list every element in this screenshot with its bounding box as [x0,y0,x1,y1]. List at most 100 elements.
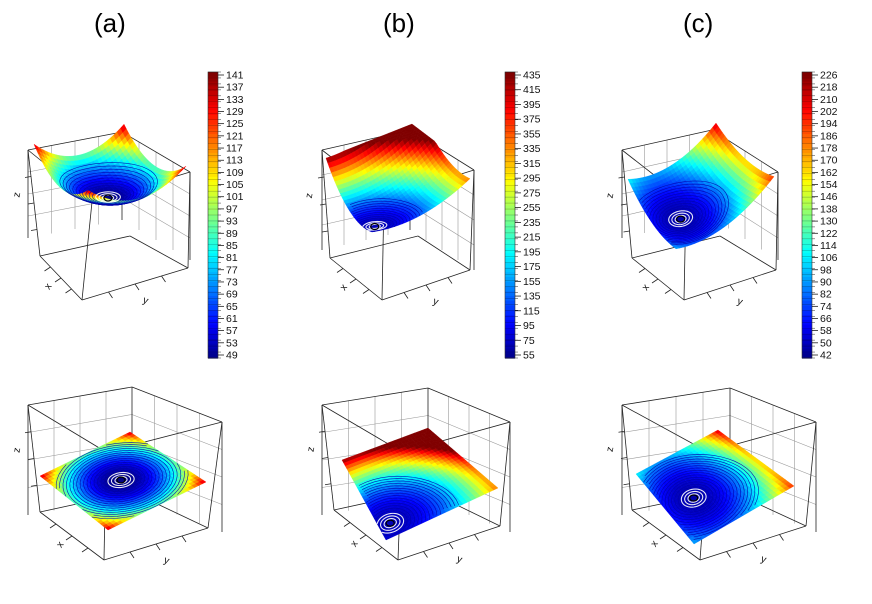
colorbar-tick-label: 154 [820,179,838,191]
colorbar-tick-label: 146 [820,191,838,203]
colorbar-tick-label: 73 [226,276,238,288]
y-axis-label: y [431,296,439,308]
colorbar-tick-label: 66 [820,313,832,325]
colorbar-tick-label: 75 [523,335,535,347]
colorbar-tick-label: 98 [820,264,832,276]
colorbar-tick-label: 415 [523,84,541,96]
colorbar-tick-label: 42 [820,350,832,362]
minimum-marker [675,215,686,223]
z-axis-label: z [12,447,24,454]
colorbar-tick-label: 115 [523,305,540,317]
colorbar-tick-label: 178 [820,143,838,155]
panel-label-a: (a) [94,8,126,38]
colorbar-tick-label: 129 [226,106,244,118]
colorbar-tick-label: 210 [820,94,838,106]
colorbar-tick-label: 113 [226,155,243,167]
colorbar-tick-label: 202 [820,106,838,118]
y-axis-label: y [759,554,767,566]
colorbar-tick-label: 122 [820,228,838,240]
colorbar-tick-label: 58 [820,325,832,337]
plot-a-top-down: z x y [12,386,223,567]
x-axis-label: x [55,540,67,550]
colorbar-tick-label: 50 [820,337,832,349]
colorbar-tick-label: 117 [226,143,243,155]
surface [325,123,471,233]
colorbar-tick-label: 49 [226,350,238,362]
minimum-marker [385,519,395,527]
colorbar-tick-label: 57 [226,325,238,337]
minimum-marker [370,222,380,231]
colorbar-tick-label: 65 [226,301,238,313]
colorbar-tick-label: 195 [523,246,541,258]
colorbar-tick-label: 89 [226,228,238,240]
colorbar-tick-label: 125 [226,118,244,130]
colorbar-tick-label: 186 [820,130,838,142]
colorbar: 1411371331291251211171131091051019793898… [207,70,244,362]
colorbar-tick-label: 255 [523,202,541,214]
z-axis-label: z [306,446,318,453]
colorbar-tick-label: 53 [226,337,238,349]
colorbar-tick-label: 162 [820,167,838,179]
z-axis-label: z [12,191,24,198]
colorbar-tick-label: 135 [523,291,541,303]
panel-label-b: (b) [383,8,415,38]
colorbar-tick-label: 114 [820,240,837,252]
surface [627,122,775,250]
z-axis-label: z [605,192,617,199]
z-axis-label: z [605,446,617,453]
minimum-marker [689,494,699,502]
colorbar-tick-label: 435 [523,70,541,82]
colorbar-tick-label: 194 [820,118,838,130]
plot-c-top-down: z x y [605,387,817,566]
colorbar-tick-label: 74 [820,301,832,313]
contour-lines [638,180,729,245]
colorbar-tick-label: 315 [523,158,541,170]
colorbar-tick-label: 105 [226,179,244,191]
colorbar-tick-label: 138 [820,203,838,215]
colorbar-tick-label: 95 [523,320,535,332]
colorbar-tick-label: 141 [226,70,244,82]
plot-b-top-down: z x y [306,387,511,566]
colorbar-tick-label: 335 [523,143,541,155]
colorbar-tick-label: 106 [820,252,838,264]
colorbar-tick-label: 175 [523,261,541,273]
x-axis-label: x [349,539,361,549]
contour-lines [643,454,759,540]
colorbar-tick-label: 81 [226,252,238,264]
contour-lines [59,162,158,206]
colorbar-tick-label: 137 [226,82,244,94]
y-axis-label: y [455,554,463,566]
panel-label-c: (c) [683,8,714,38]
contour-lines [349,198,423,232]
colorbar-tick-label: 93 [226,216,238,228]
minimum-marker [103,194,113,202]
colorbar-tick-label: 235 [523,217,541,229]
colorbar-tick-label: 82 [820,289,832,301]
surface [341,427,499,541]
plot-c-oblique: zxy2262182102021941861781701621541461381… [605,70,838,362]
plot-b-oblique: z x y 435 415 395 375 355 335 315 295 275 255 235 215 1… [304,70,541,362]
colorbar-tick-label: 97 [226,203,238,215]
plot-a-oblique: z x y 1411371331291251211171131091051019793… [12,70,244,362]
colorbar: 2262182102021941861781701621541461381301… [801,70,838,362]
colorbar-tick-label: 295 [523,173,541,185]
surface [635,429,795,545]
colorbar-tick-label: 275 [523,187,541,199]
colorbar-tick-label: 77 [226,264,238,276]
colorbar-tick-label: 55 [523,350,535,362]
colorbar-tick-label: 375 [523,114,541,126]
x-axis-label: x [43,282,55,292]
surface [39,431,207,531]
y-axis-label: y [736,296,744,308]
contour-lines [55,442,189,519]
colorbar-tick-label: 121 [226,130,244,142]
colorbar-tick-label: 109 [226,167,244,179]
colorbar-tick-label: 155 [523,276,541,288]
colorbar-tick-label: 69 [226,289,238,301]
colorbar-tick-label: 218 [820,82,838,94]
y-axis-label: y [141,295,149,307]
x-axis-label: x [338,282,350,292]
colorbar-tick-label: 101 [226,191,244,203]
y-axis-label: y [162,555,170,567]
colorbar-tick-label: 170 [820,155,838,167]
